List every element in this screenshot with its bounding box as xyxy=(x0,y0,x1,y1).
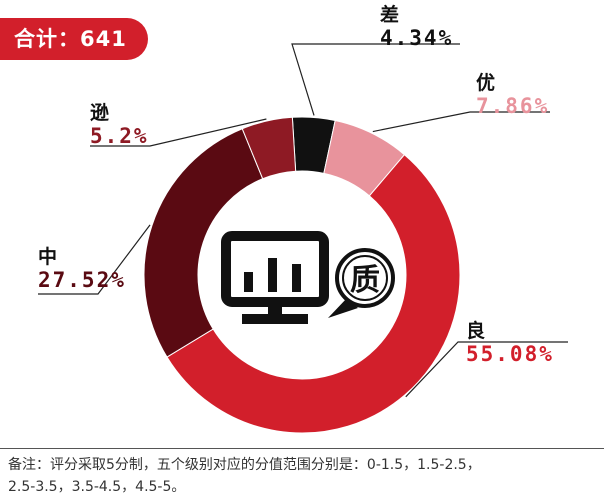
leader-line-2 xyxy=(405,341,568,398)
leader-line-0 xyxy=(291,43,460,116)
leader-line-3 xyxy=(38,224,151,295)
footnote-line-1: 备注：评分采取5分制，五个级别对应的分值范围分别是：0-1.5，1.5-2.5， xyxy=(8,457,481,473)
label-zhong-name: 中 xyxy=(38,246,58,268)
footnote-divider xyxy=(0,448,604,449)
monitor-quality-icon: 质 xyxy=(221,231,395,324)
slice-3 xyxy=(143,128,264,358)
footnote: 备注：评分采取5分制，五个级别对应的分值范围分别是：0-1.5，1.5-2.5，… xyxy=(8,454,598,498)
slice-2 xyxy=(166,154,461,434)
donut-chart: 质 xyxy=(38,43,568,434)
label-cha-pct: 4.34% xyxy=(380,26,454,50)
label-zhong-pct: 27.52% xyxy=(38,268,126,292)
label-liang-pct: 55.08% xyxy=(466,342,554,366)
label-xun: 逊 5.2% xyxy=(90,102,149,148)
footnote-line-2: 2.5-3.5，3.5-4.5，4.5-5。 xyxy=(8,479,186,495)
total-badge: 合计：641 xyxy=(0,18,148,60)
label-xun-pct: 5.2% xyxy=(90,124,149,148)
label-cha: 差 4.34% xyxy=(380,4,453,50)
label-liang-name: 良 xyxy=(466,320,486,342)
label-xun-name: 逊 xyxy=(90,102,110,124)
slice-4 xyxy=(241,116,297,180)
quality-badge-text: 质 xyxy=(350,263,380,298)
label-zhong: 中 27.52% xyxy=(38,246,126,292)
label-you-name: 优 xyxy=(476,72,496,94)
leader-line-4 xyxy=(90,118,267,147)
leader-line-1 xyxy=(372,111,550,133)
label-liang: 良 55.08% xyxy=(466,320,554,366)
label-cha-name: 差 xyxy=(380,4,400,26)
label-you-pct: 7.86% xyxy=(476,94,550,118)
label-you: 优 7.86% xyxy=(476,72,549,118)
